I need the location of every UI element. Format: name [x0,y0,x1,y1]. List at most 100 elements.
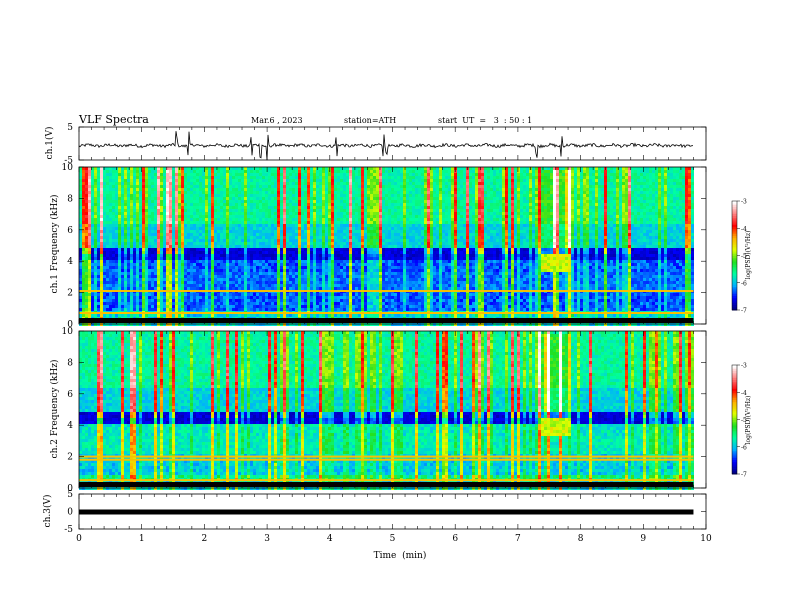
colorbar-segment [732,304,737,307]
colorbar-segment [732,297,737,300]
colorbar-segment [732,410,737,413]
colorbar-segment [732,219,737,222]
colorbar-segment [732,414,737,417]
colorbar-segment [732,306,737,309]
colorbar-segment [732,217,737,220]
colorbar-segment [732,384,737,388]
colorbar-segment [732,381,737,384]
colorbar-segment [732,237,737,240]
ch1-waveform-ylabel: ch.1(V) [44,127,55,160]
colorbar-segment [732,372,737,375]
colorbar-segment [732,262,737,266]
colorbar-segment [732,397,737,401]
colorbar-segment [732,448,737,451]
y-tick-label: 6 [67,390,73,400]
colorbar-segment [732,211,737,215]
colorbar-segment [732,464,737,468]
colorbar-tick-label: -4 [741,390,747,397]
colorbar-segment [732,454,737,457]
colorbar-segment [732,428,737,431]
colorbar-segment [732,266,737,269]
colorbar-segment [732,466,737,470]
colorbar-segment [732,408,737,411]
colorbar-segment [732,202,737,206]
colorbar-segment [732,370,737,373]
colorbar-segment [732,401,737,404]
colorbar-segment [732,286,737,289]
ch2-colorbar-label: log(PSD)(V²/Hz) [745,396,752,445]
x-tick-label: 6 [452,534,458,544]
colorbar-segment [732,255,737,258]
colorbar-segment [732,279,737,282]
x-tick-label: 0 [76,534,82,544]
y-tick-label: 8 [67,194,73,204]
colorbar-segment [732,228,737,231]
colorbar-tick-label: -7 [741,472,747,479]
colorbar-segment [732,404,737,408]
colorbar-segment [732,419,737,422]
ch1-waveform-trace [78,131,694,161]
colorbar-segment [732,291,737,295]
colorbar-segment [732,377,737,381]
x-tick-label: 1 [139,534,145,544]
y-tick-label: 0 [67,508,73,518]
y-tick-label: 4 [67,257,73,267]
colorbar-segment [732,208,737,211]
y-tick-label: 5 [67,490,73,500]
colorbar-tick-label: -3 [741,199,747,206]
colorbar-segment [732,295,737,298]
x-axis-label: Time (min) [374,550,427,561]
colorbar-segment [732,299,737,302]
colorbar-segment [732,240,737,244]
y-tick-label: 2 [67,453,73,463]
colorbar-segment [732,230,737,233]
colorbar-segment [732,273,737,276]
colorbar-segment [732,368,737,371]
colorbar-segment [732,383,737,386]
colorbar-segment [732,366,737,370]
colorbar-segment [732,248,737,251]
colorbar-segment [732,375,737,379]
ch2-spectrogram-ylabel: ch.2 Frequency (kHz) [49,360,60,459]
colorbar-segment [732,374,737,377]
colorbar-segment [732,459,737,462]
y-tick-label: -5 [64,525,73,535]
colorbar-segment [732,446,737,450]
colorbar-segment [732,215,737,218]
colorbar-segment [732,260,737,264]
colorbar-tick-label: -3 [741,363,747,370]
colorbar-segment [732,455,737,459]
colorbar-segment [732,388,737,391]
colorbar-segment [732,246,737,249]
colorbar-segment [732,399,737,402]
colorbar-segment [732,423,737,426]
colorbar-segment [732,426,737,430]
colorbar-segment [732,390,737,393]
spectral-line [79,479,694,482]
colorbar-segment [732,220,737,224]
colorbar-tick-label: -5 [741,417,747,424]
colorbar-segment [732,239,737,242]
spectral-line [79,455,694,458]
ch1-colorbar-label: log(PSD)(V²/Hz) [745,231,752,280]
colorbar-segment [732,394,737,397]
colorbar-segment [732,308,737,311]
colorbar-segment [732,210,737,213]
colorbar-tick-label: -7 [741,308,747,315]
colorbar-segment [732,206,737,209]
colorbar-segment [732,275,737,278]
colorbar-segment [732,452,737,455]
colorbar-segment [732,264,737,267]
colorbar-segment [732,302,737,306]
ch1-waveform-panel: 5 -5 ch.1(V) [44,123,707,166]
colorbar-segment [732,450,737,453]
figure-title: VLF Spectra [78,113,149,126]
colorbar-segment [732,213,737,217]
colorbar-segment [732,421,737,424]
colorbar-segment [732,443,737,446]
colorbar-segment [732,201,737,204]
colorbar-segment [732,259,737,262]
x-tick-label: 9 [640,534,646,544]
x-tick-label: 8 [578,534,584,544]
